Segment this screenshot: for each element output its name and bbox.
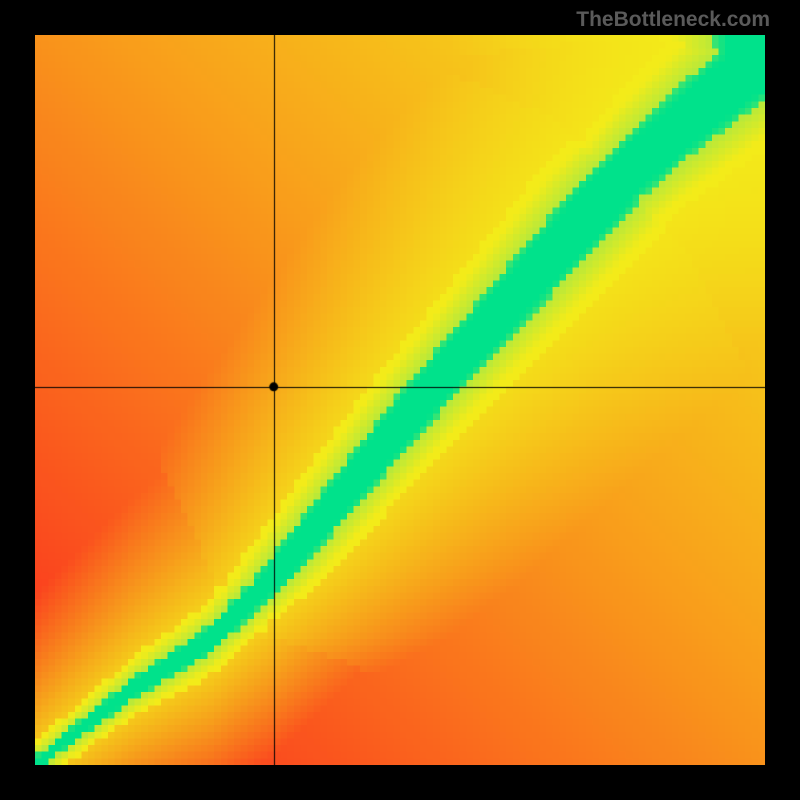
watermark-text: TheBottleneck.com <box>576 8 770 32</box>
crosshair-overlay <box>35 35 765 765</box>
chart-container: TheBottleneck.com <box>0 0 800 800</box>
